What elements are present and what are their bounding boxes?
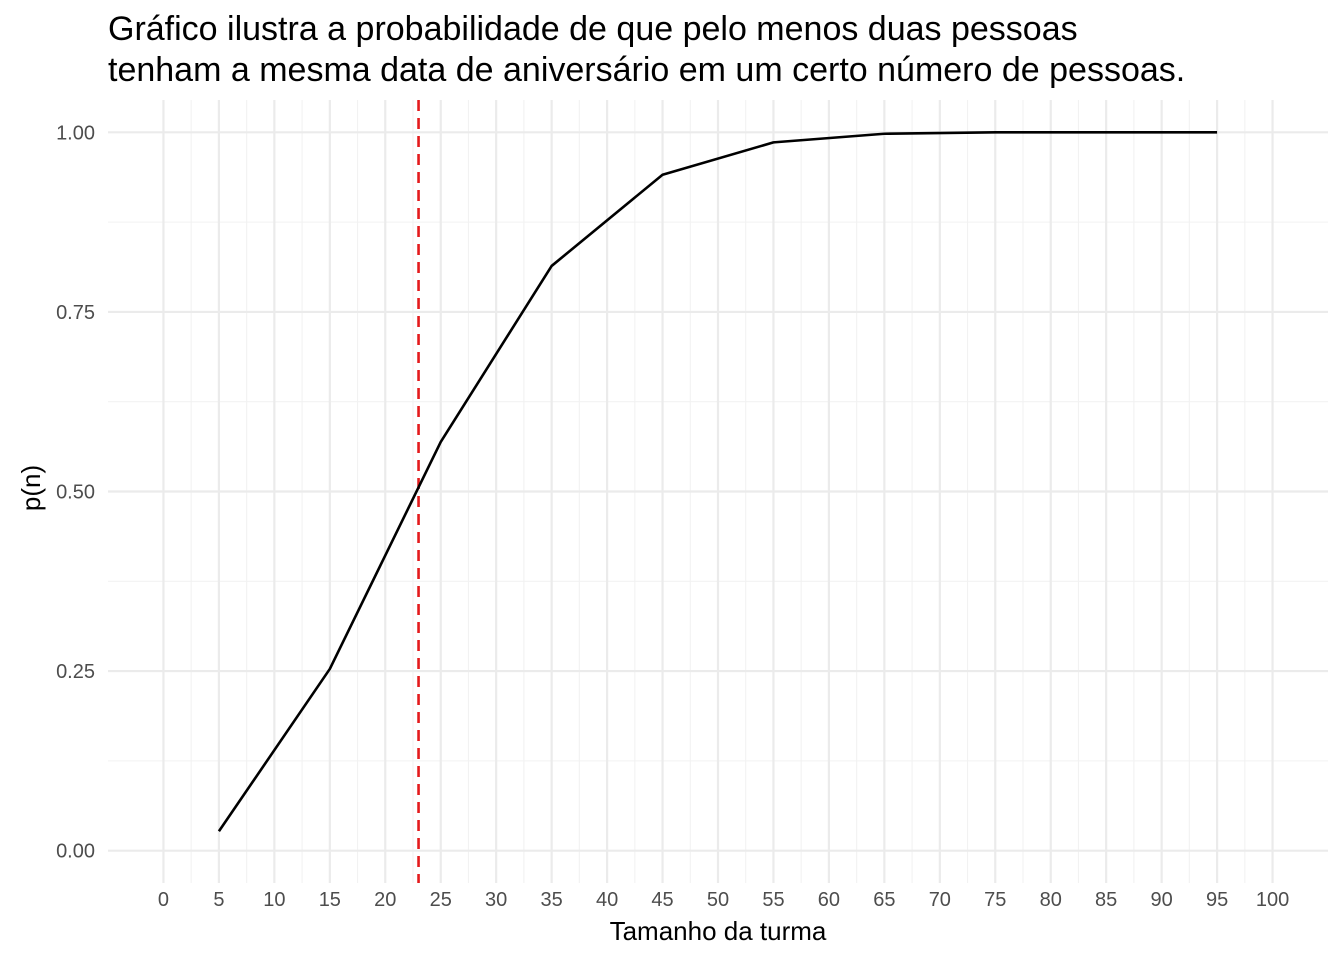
x-tick-label: 70 [929, 889, 951, 911]
grid [108, 100, 1328, 883]
x-tick-label: 10 [263, 889, 285, 911]
chart-title-line-2: tenham a mesma data de aniversário em um… [108, 51, 1185, 89]
x-tick-label: 90 [1151, 889, 1173, 911]
x-axis-title: Tamanho da turma [610, 916, 827, 946]
x-tick-label: 60 [818, 889, 840, 911]
y-tick-label: 0.00 [56, 841, 95, 863]
x-tick-label: 35 [541, 889, 563, 911]
x-tick-label: 20 [374, 889, 396, 911]
x-tick-label: 95 [1206, 889, 1228, 911]
series-layer [217, 131, 1218, 833]
x-tick-label: 15 [319, 889, 341, 911]
x-tick-label: 40 [596, 889, 618, 911]
y-tick-label: 0.50 [56, 482, 95, 504]
x-tick-label: 80 [1040, 889, 1062, 911]
x-tick-label: 55 [762, 889, 784, 911]
y-axis-title: p(n) [16, 465, 46, 511]
x-tick-label: 25 [430, 889, 452, 911]
chart-title-line-1: Gráfico ilustra a probabilidade de que p… [108, 10, 1078, 48]
y-tick-label: 1.00 [56, 122, 95, 144]
x-tick-label: 5 [213, 889, 224, 911]
x-tick-label: 75 [984, 889, 1006, 911]
series-line [217, 131, 1218, 833]
x-tick-label: 100 [1256, 889, 1289, 911]
y-axis-ticks: 0.00 0.25 0.50 0.75 1.00 [56, 122, 95, 862]
y-tick-label: 0.75 [56, 302, 95, 324]
y-tick-label: 0.25 [56, 661, 95, 683]
x-tick-label: 45 [651, 889, 673, 911]
x-axis-ticks: 0 5 10 15 20 25 30 35 40 45 50 55 60 65 70 75 80 85 90 95 10… [158, 889, 1289, 911]
x-tick-label: 65 [873, 889, 895, 911]
x-tick-label: 30 [485, 889, 507, 911]
x-tick-label: 50 [707, 889, 729, 911]
x-tick-label: 0 [158, 889, 169, 911]
x-tick-label: 85 [1095, 889, 1117, 911]
